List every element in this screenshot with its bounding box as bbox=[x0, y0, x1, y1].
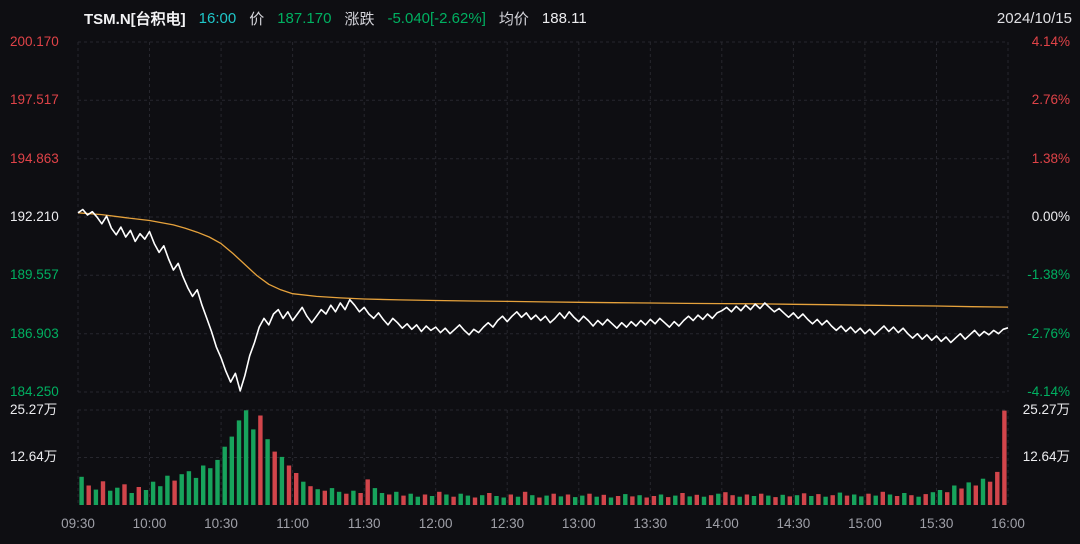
avg-price-label: 均价 bbox=[498, 10, 529, 28]
time-axis-label: 13:00 bbox=[561, 516, 596, 531]
price-axis-label: 189.557 bbox=[10, 267, 59, 283]
quote-date: 2024/10/15 bbox=[996, 9, 1072, 27]
time-axis-label: 10:00 bbox=[132, 516, 167, 531]
symbol-name: TSM.N[台积电] bbox=[84, 10, 186, 28]
percent-axis-label: 4.14% bbox=[1031, 34, 1070, 49]
time-axis-label: 10:30 bbox=[204, 516, 238, 531]
volume-axis-label-right: 25.27万 bbox=[1022, 402, 1070, 417]
percent-axis-label: -1.38% bbox=[1027, 267, 1070, 283]
time-axis-label: 12:30 bbox=[490, 516, 525, 531]
time-axis-label: 16:00 bbox=[991, 516, 1025, 531]
time-axis-label: 12:00 bbox=[418, 516, 453, 531]
price-axis-label: 192.210 bbox=[10, 209, 59, 224]
time-axis-label: 11:30 bbox=[347, 516, 381, 531]
price-axis-label: 184.250 bbox=[10, 384, 59, 399]
price-axis-label: 194.863 bbox=[10, 150, 59, 166]
time-axis-label: 14:30 bbox=[776, 516, 811, 531]
percent-axis-label: -4.14% bbox=[1027, 384, 1070, 399]
price-axis-label: 200.170 bbox=[10, 34, 59, 49]
volume-axis-label-left: 25.27万 bbox=[10, 402, 58, 417]
avg-price-value: 188.11 bbox=[541, 9, 587, 27]
time-axis-label: 13:30 bbox=[633, 516, 668, 531]
percent-axis-label: 2.76% bbox=[1031, 92, 1070, 108]
time-axis-label: 09:30 bbox=[61, 516, 95, 531]
time-axis-label: 15:00 bbox=[848, 516, 882, 531]
percent-axis-label: 1.38% bbox=[1031, 150, 1070, 166]
price-axis-label: 197.517 bbox=[10, 92, 59, 108]
time-axis-label: 11:00 bbox=[276, 516, 309, 531]
price-value: 187.170 bbox=[277, 9, 332, 27]
price-axis-label: 186.903 bbox=[10, 325, 59, 341]
quote-time: 16:00 bbox=[198, 9, 237, 27]
time-axis-label: 14:00 bbox=[704, 516, 739, 531]
quote-header: TSM.N[台积电] 16:00 价 187.170 涨跌 -5.040[-2.… bbox=[84, 7, 1072, 29]
volume-axis-label-left: 12.64万 bbox=[10, 449, 58, 465]
percent-axis-label: -2.76% bbox=[1027, 325, 1070, 341]
price-label: 价 bbox=[249, 10, 265, 28]
change-label: 涨跌 bbox=[344, 10, 375, 28]
change-value: -5.040[-2.62%] bbox=[387, 9, 486, 27]
time-axis-label: 15:30 bbox=[919, 516, 954, 531]
percent-axis-label: 0.00% bbox=[1031, 209, 1070, 224]
volume-axis-label-right: 12.64万 bbox=[1022, 449, 1070, 465]
